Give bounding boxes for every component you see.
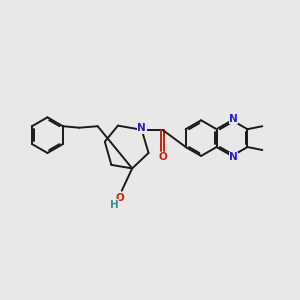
Text: N: N bbox=[229, 114, 238, 124]
Text: N: N bbox=[229, 152, 238, 162]
Text: H: H bbox=[110, 200, 119, 210]
Text: N: N bbox=[137, 123, 146, 133]
Text: O: O bbox=[116, 193, 125, 203]
Text: O: O bbox=[158, 152, 167, 162]
